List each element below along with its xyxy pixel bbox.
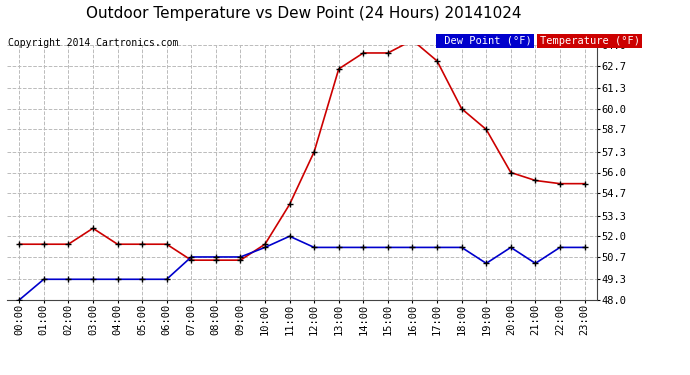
Text: Outdoor Temperature vs Dew Point (24 Hours) 20141024: Outdoor Temperature vs Dew Point (24 Hou…	[86, 6, 522, 21]
Text: Dew Point (°F): Dew Point (°F)	[438, 36, 532, 46]
Text: Copyright 2014 Cartronics.com: Copyright 2014 Cartronics.com	[8, 38, 179, 48]
Text: Temperature (°F): Temperature (°F)	[540, 36, 640, 46]
